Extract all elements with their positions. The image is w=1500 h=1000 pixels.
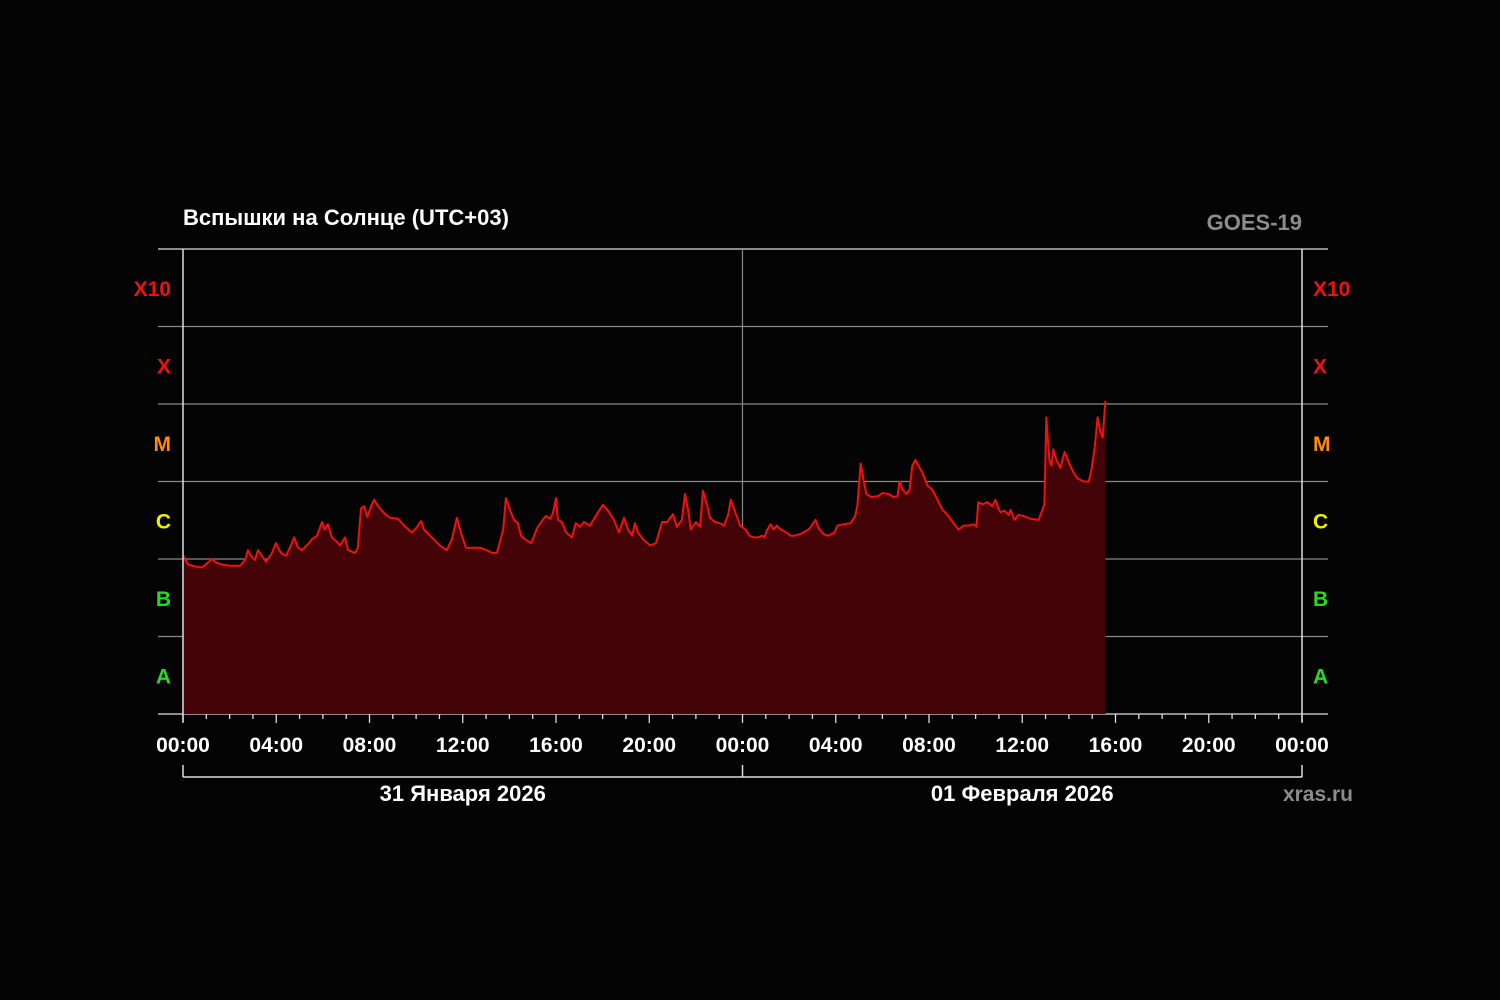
date-label: 01 Февраля 2026 — [931, 781, 1114, 806]
x-tick-label: 20:00 — [622, 734, 676, 757]
x-tick-label: 00:00 — [156, 734, 210, 757]
date-label: 31 Января 2026 — [380, 781, 546, 806]
class-labels: A A B B C C M M X X X10 X10 — [134, 278, 1351, 689]
date-bracket: 31 Января 2026 01 Февраля 2026 — [182, 765, 1303, 806]
x-tick-label: 12:00 — [995, 734, 1049, 757]
flux-area — [183, 400, 1106, 714]
x-tick-label: 16:00 — [529, 734, 583, 757]
class-label-c: C — [156, 510, 171, 533]
x-tick-label: 04:00 — [809, 734, 863, 757]
flux-line — [182, 400, 1107, 569]
x-tick-label: 00:00 — [1275, 734, 1329, 757]
x-tick-label: 20:00 — [1182, 734, 1236, 757]
x-tick-label: 08:00 — [902, 734, 956, 757]
class-label-x: X — [1313, 355, 1327, 378]
class-label-b: B — [1313, 588, 1328, 611]
source-label: GOES-19 — [1207, 210, 1302, 235]
x-tick-label: 04:00 — [249, 734, 303, 757]
credit-label: xras.ru — [1283, 783, 1353, 806]
chart-title: Вспышки на Солнце (UTC+03) — [183, 205, 509, 230]
axes — [182, 249, 1303, 723]
class-label-m: M — [1313, 433, 1331, 456]
class-label-c: C — [1313, 510, 1328, 533]
class-label-x: X — [157, 355, 171, 378]
flux-series — [182, 400, 1107, 714]
class-label-b: B — [156, 588, 171, 611]
class-label-m: M — [154, 433, 172, 456]
class-label-x10: X10 — [1313, 278, 1350, 301]
x-tick-label: 16:00 — [1089, 734, 1143, 757]
class-label-x10: X10 — [134, 278, 171, 301]
class-label-a: A — [1313, 665, 1328, 688]
time-tick-labels: 00:00 04:00 08:00 12:00 16:00 20:00 00:00 04:00… — [156, 734, 1329, 757]
class-label-a: A — [156, 665, 171, 688]
x-tick-label: 12:00 — [436, 734, 490, 757]
x-tick-label: 00:00 — [716, 734, 770, 757]
x-tick-label: 08:00 — [343, 734, 397, 757]
